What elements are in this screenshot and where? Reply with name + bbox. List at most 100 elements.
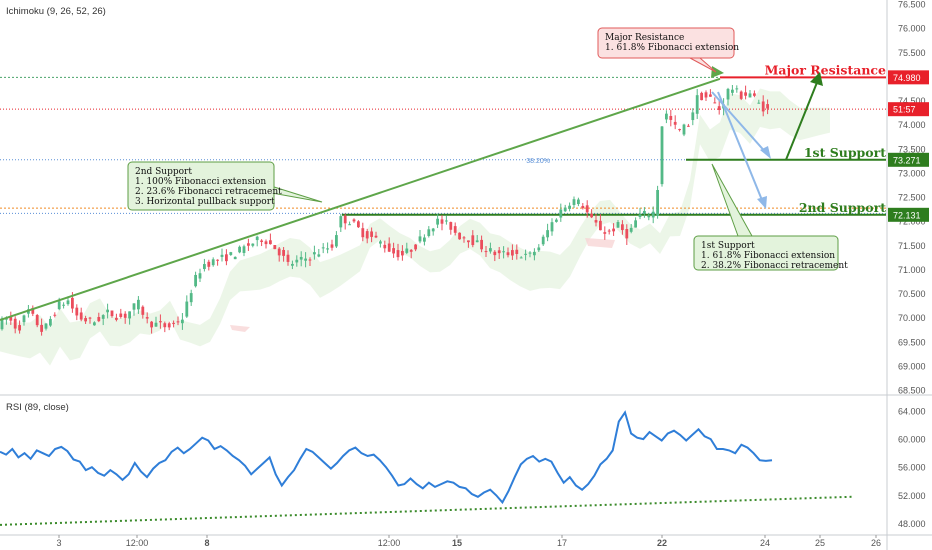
candle-body bbox=[220, 254, 224, 257]
candle-body bbox=[673, 121, 677, 125]
candle-body bbox=[216, 259, 219, 261]
candle-body bbox=[418, 236, 422, 242]
candle-body bbox=[647, 215, 651, 218]
candle-body bbox=[93, 322, 96, 326]
price-tick-label: 73.000 bbox=[898, 168, 926, 178]
candle-body bbox=[493, 251, 497, 256]
candle-body bbox=[339, 216, 343, 228]
candle-body bbox=[533, 251, 536, 256]
rsi-tick-label: 64.000 bbox=[898, 407, 926, 417]
candle-body bbox=[753, 93, 756, 96]
candle-body bbox=[304, 258, 307, 261]
price-tag-text: 73.271 bbox=[893, 155, 921, 165]
candle-body bbox=[154, 322, 158, 327]
candle-body bbox=[172, 322, 175, 324]
candle-body bbox=[97, 316, 101, 322]
candle-body bbox=[361, 228, 365, 238]
second-support-label: 2nd Support bbox=[799, 200, 886, 215]
candle-body bbox=[207, 261, 211, 267]
candle-body bbox=[211, 259, 215, 266]
second-support-note-line: 2. 23.6% Fibonacci retracement bbox=[135, 187, 282, 197]
candle-body bbox=[163, 323, 167, 328]
candle-body bbox=[185, 301, 189, 317]
candle-body bbox=[57, 301, 61, 310]
candle-body bbox=[330, 244, 334, 248]
candle-body bbox=[594, 220, 598, 223]
support-resistance-levels: Major Resistance 1st Support 2nd Support 38… bbox=[0, 62, 886, 216]
rsi-panel bbox=[0, 410, 853, 526]
candle-body bbox=[669, 115, 673, 120]
candle-body bbox=[260, 240, 263, 242]
candle-body bbox=[203, 264, 206, 270]
rsi-trendline bbox=[0, 495, 853, 526]
candle-body bbox=[563, 207, 567, 212]
candle-body bbox=[194, 274, 197, 287]
candle-body bbox=[651, 211, 655, 218]
candle-body bbox=[665, 113, 668, 120]
price-tag-bg bbox=[888, 102, 929, 117]
candle-body bbox=[238, 246, 241, 253]
candle-body bbox=[53, 314, 57, 316]
candle-body bbox=[198, 273, 202, 279]
candle-body bbox=[541, 236, 545, 245]
candle-body bbox=[612, 228, 615, 232]
price-tick-label: 72.500 bbox=[898, 193, 926, 203]
price-tick-label: 73.500 bbox=[898, 144, 926, 154]
price-tick-label: 75.500 bbox=[898, 48, 926, 58]
candle-body bbox=[409, 249, 413, 252]
candle-body bbox=[110, 310, 114, 317]
cloud-bear-patch bbox=[230, 325, 250, 332]
candle-body bbox=[427, 229, 431, 236]
second-support-note-box bbox=[127, 161, 275, 211]
candle-body bbox=[321, 247, 325, 249]
price-tick-label: 70.000 bbox=[898, 313, 926, 323]
candle-body bbox=[449, 222, 453, 230]
candle-body bbox=[585, 205, 589, 213]
candle-body bbox=[352, 219, 356, 222]
candle-body bbox=[423, 237, 426, 242]
candle-body bbox=[176, 321, 180, 323]
candle-body bbox=[546, 230, 549, 238]
price-tick-label: 71.500 bbox=[898, 241, 926, 251]
candle-body bbox=[678, 129, 681, 131]
candle-body bbox=[515, 249, 519, 254]
candle-body bbox=[458, 232, 461, 240]
candle-body bbox=[137, 299, 140, 310]
price-tick-label: 70.500 bbox=[898, 289, 926, 299]
axes: Ichimoku (9, 26, 52, 26) RSI (89, close) 7… bbox=[6, 0, 929, 548]
x-tick-label: 26 bbox=[871, 538, 881, 548]
candle-body bbox=[317, 254, 321, 257]
price-tag-text: 72.131 bbox=[893, 210, 921, 220]
candle-body bbox=[572, 199, 576, 205]
major-resistance-label: Major Resistance bbox=[765, 62, 886, 77]
price-tick-label: 69.000 bbox=[898, 361, 926, 371]
candle-body bbox=[22, 315, 26, 323]
candle-body bbox=[273, 245, 277, 250]
candle-body bbox=[79, 312, 83, 320]
candle-body bbox=[383, 244, 387, 249]
candle-body bbox=[0, 318, 4, 330]
x-tick-label: 25 bbox=[815, 538, 825, 548]
candle-body bbox=[379, 241, 382, 244]
candle-body bbox=[700, 92, 703, 101]
candle-body bbox=[643, 210, 646, 214]
candle-body bbox=[480, 239, 483, 250]
x-tick-label: 8 bbox=[204, 538, 209, 548]
price-tag-text: 51:57 bbox=[893, 105, 916, 115]
candle-body bbox=[75, 307, 79, 316]
candle-body bbox=[621, 224, 624, 231]
rsi-tick-label: 60.000 bbox=[898, 435, 926, 445]
candle-body bbox=[462, 237, 466, 239]
candle-body bbox=[660, 126, 664, 185]
price-tag-bg bbox=[888, 207, 929, 222]
candle-body bbox=[189, 293, 193, 303]
x-tick-label: 12:00 bbox=[378, 538, 401, 548]
candle-body bbox=[559, 209, 563, 218]
candle-body bbox=[123, 313, 127, 318]
first-support-label: 1st Support bbox=[804, 145, 886, 160]
candle-body bbox=[365, 231, 369, 239]
x-tick-label: 24 bbox=[760, 538, 770, 548]
candle-body bbox=[603, 232, 607, 234]
candle-body bbox=[247, 243, 250, 246]
